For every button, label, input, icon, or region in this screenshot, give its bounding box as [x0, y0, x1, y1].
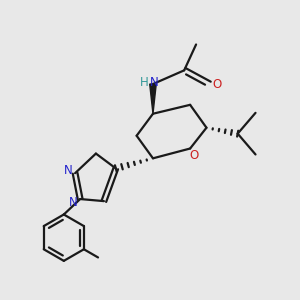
Text: N: N: [69, 196, 78, 209]
Text: O: O: [212, 78, 221, 91]
Text: N: N: [150, 76, 159, 89]
Polygon shape: [150, 84, 156, 114]
Text: H: H: [140, 76, 149, 89]
Text: O: O: [189, 148, 198, 162]
Text: N: N: [64, 164, 72, 177]
